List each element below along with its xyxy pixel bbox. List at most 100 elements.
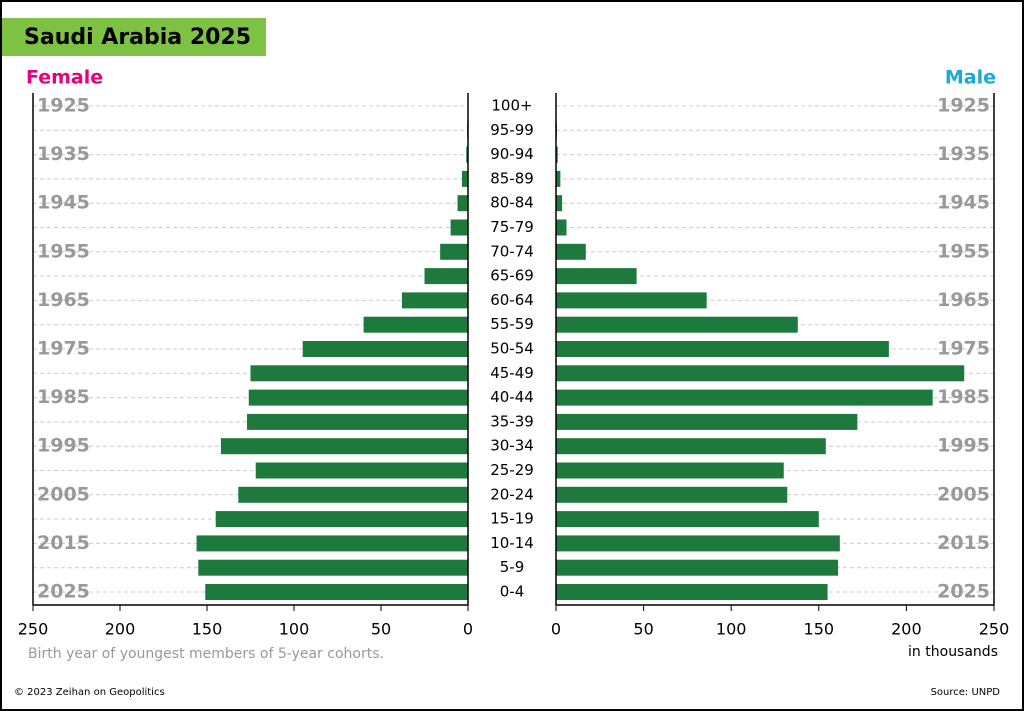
birth-year-label: 2005 xyxy=(937,483,990,505)
category-label: 30-34 xyxy=(490,437,534,455)
birth-year-label: 1965 xyxy=(37,289,90,311)
birth-year-label: 2025 xyxy=(937,581,990,603)
legend-label: Female xyxy=(26,67,103,89)
birth-year-label: 1925 xyxy=(37,95,90,117)
birth-year-label: 1945 xyxy=(937,192,990,214)
category-label: 75-79 xyxy=(490,218,534,236)
birth-year-label: 2015 xyxy=(37,532,90,554)
bar xyxy=(247,413,468,430)
category-label: 65-69 xyxy=(490,267,534,285)
bar xyxy=(457,195,468,212)
bar xyxy=(450,219,468,236)
category-label: 10-14 xyxy=(490,534,534,552)
bar xyxy=(556,486,788,503)
bar xyxy=(556,559,839,576)
x-tick-label: 200 xyxy=(891,620,922,639)
bar xyxy=(215,511,468,528)
title-box xyxy=(2,18,266,56)
birth-year-label: 1995 xyxy=(37,435,90,457)
bar xyxy=(198,559,469,576)
category-label: 25-29 xyxy=(490,461,534,479)
category-label: 55-59 xyxy=(490,315,534,333)
bar xyxy=(556,268,637,285)
bar xyxy=(302,341,468,357)
bar xyxy=(238,486,468,503)
bar xyxy=(556,195,563,212)
bar xyxy=(196,535,468,552)
bar xyxy=(556,535,840,552)
category-label: 35-39 xyxy=(490,412,534,430)
note: Birth year of youngest members of 5-year… xyxy=(28,646,384,662)
category-label: 5-9 xyxy=(500,558,525,576)
x-tick-label: 50 xyxy=(633,620,653,639)
birth-year-label: 2015 xyxy=(937,532,990,554)
x-tick-label: 100 xyxy=(279,620,310,639)
x-tick-label: 150 xyxy=(192,620,223,639)
category-label: 60-64 xyxy=(490,291,534,309)
bar xyxy=(556,438,826,455)
birth-year-label: 1945 xyxy=(37,192,90,214)
bar xyxy=(556,316,798,333)
bar xyxy=(363,316,468,333)
birth-year-label: 1975 xyxy=(37,338,90,360)
x-tick-label: 0 xyxy=(551,620,561,639)
x-tick-label: 250 xyxy=(18,620,49,639)
bar xyxy=(220,438,468,455)
category-label: 90-94 xyxy=(490,145,534,163)
bar xyxy=(401,292,468,309)
birth-year-label: 1975 xyxy=(937,338,990,360)
bar xyxy=(424,268,468,285)
x-tick-label: 0 xyxy=(463,620,473,639)
bar xyxy=(205,584,468,600)
birth-year-label: 1995 xyxy=(937,435,990,457)
category-label: 15-19 xyxy=(490,510,534,528)
birth-year-label: 1955 xyxy=(937,240,990,262)
bar xyxy=(556,170,561,187)
bar xyxy=(556,146,558,163)
category-label: 70-74 xyxy=(490,242,534,260)
birth-year-label: 1965 xyxy=(937,289,990,311)
bar xyxy=(556,511,819,528)
bar xyxy=(556,365,965,382)
bar xyxy=(556,413,858,430)
bar xyxy=(250,365,468,382)
bar xyxy=(556,219,567,236)
category-label: 45-49 xyxy=(490,364,534,382)
bar xyxy=(461,170,468,187)
birth-year-label: 1935 xyxy=(37,143,90,165)
bar xyxy=(556,584,828,600)
category-label: 95-99 xyxy=(490,121,534,139)
category-label: 0-4 xyxy=(500,583,525,601)
x-tick-label: 50 xyxy=(371,620,391,639)
category-label: 20-24 xyxy=(490,485,534,503)
legend-label: Male xyxy=(945,67,996,89)
bar xyxy=(556,341,889,357)
bar xyxy=(556,243,586,260)
bar xyxy=(255,462,468,479)
source: Source: UNPD xyxy=(931,687,1001,698)
credit: © 2023 Zeihan on Geopolitics xyxy=(14,687,165,698)
birth-year-label: 1985 xyxy=(937,386,990,408)
birth-year-label: 2005 xyxy=(37,483,90,505)
birth-year-label: 2025 xyxy=(37,581,90,603)
chart-title: Saudi Arabia 2025 xyxy=(24,25,251,50)
x-axis-label: in thousands xyxy=(908,644,998,660)
bar xyxy=(248,389,468,406)
category-label: 50-54 xyxy=(490,340,534,358)
bar xyxy=(556,462,784,479)
bar xyxy=(556,292,707,309)
birth-year-label: 1925 xyxy=(937,95,990,117)
category-label: 40-44 xyxy=(490,388,534,406)
bar xyxy=(440,243,468,260)
category-label: 80-84 xyxy=(490,194,534,212)
x-tick-label: 200 xyxy=(105,620,136,639)
x-tick-label: 250 xyxy=(979,620,1010,639)
bar xyxy=(466,146,468,163)
birth-year-label: 1985 xyxy=(37,386,90,408)
category-label: 100+ xyxy=(491,97,532,115)
x-tick-label: 100 xyxy=(716,620,747,639)
x-tick-label: 150 xyxy=(804,620,835,639)
birth-year-label: 1935 xyxy=(937,143,990,165)
birth-year-label: 1955 xyxy=(37,240,90,262)
